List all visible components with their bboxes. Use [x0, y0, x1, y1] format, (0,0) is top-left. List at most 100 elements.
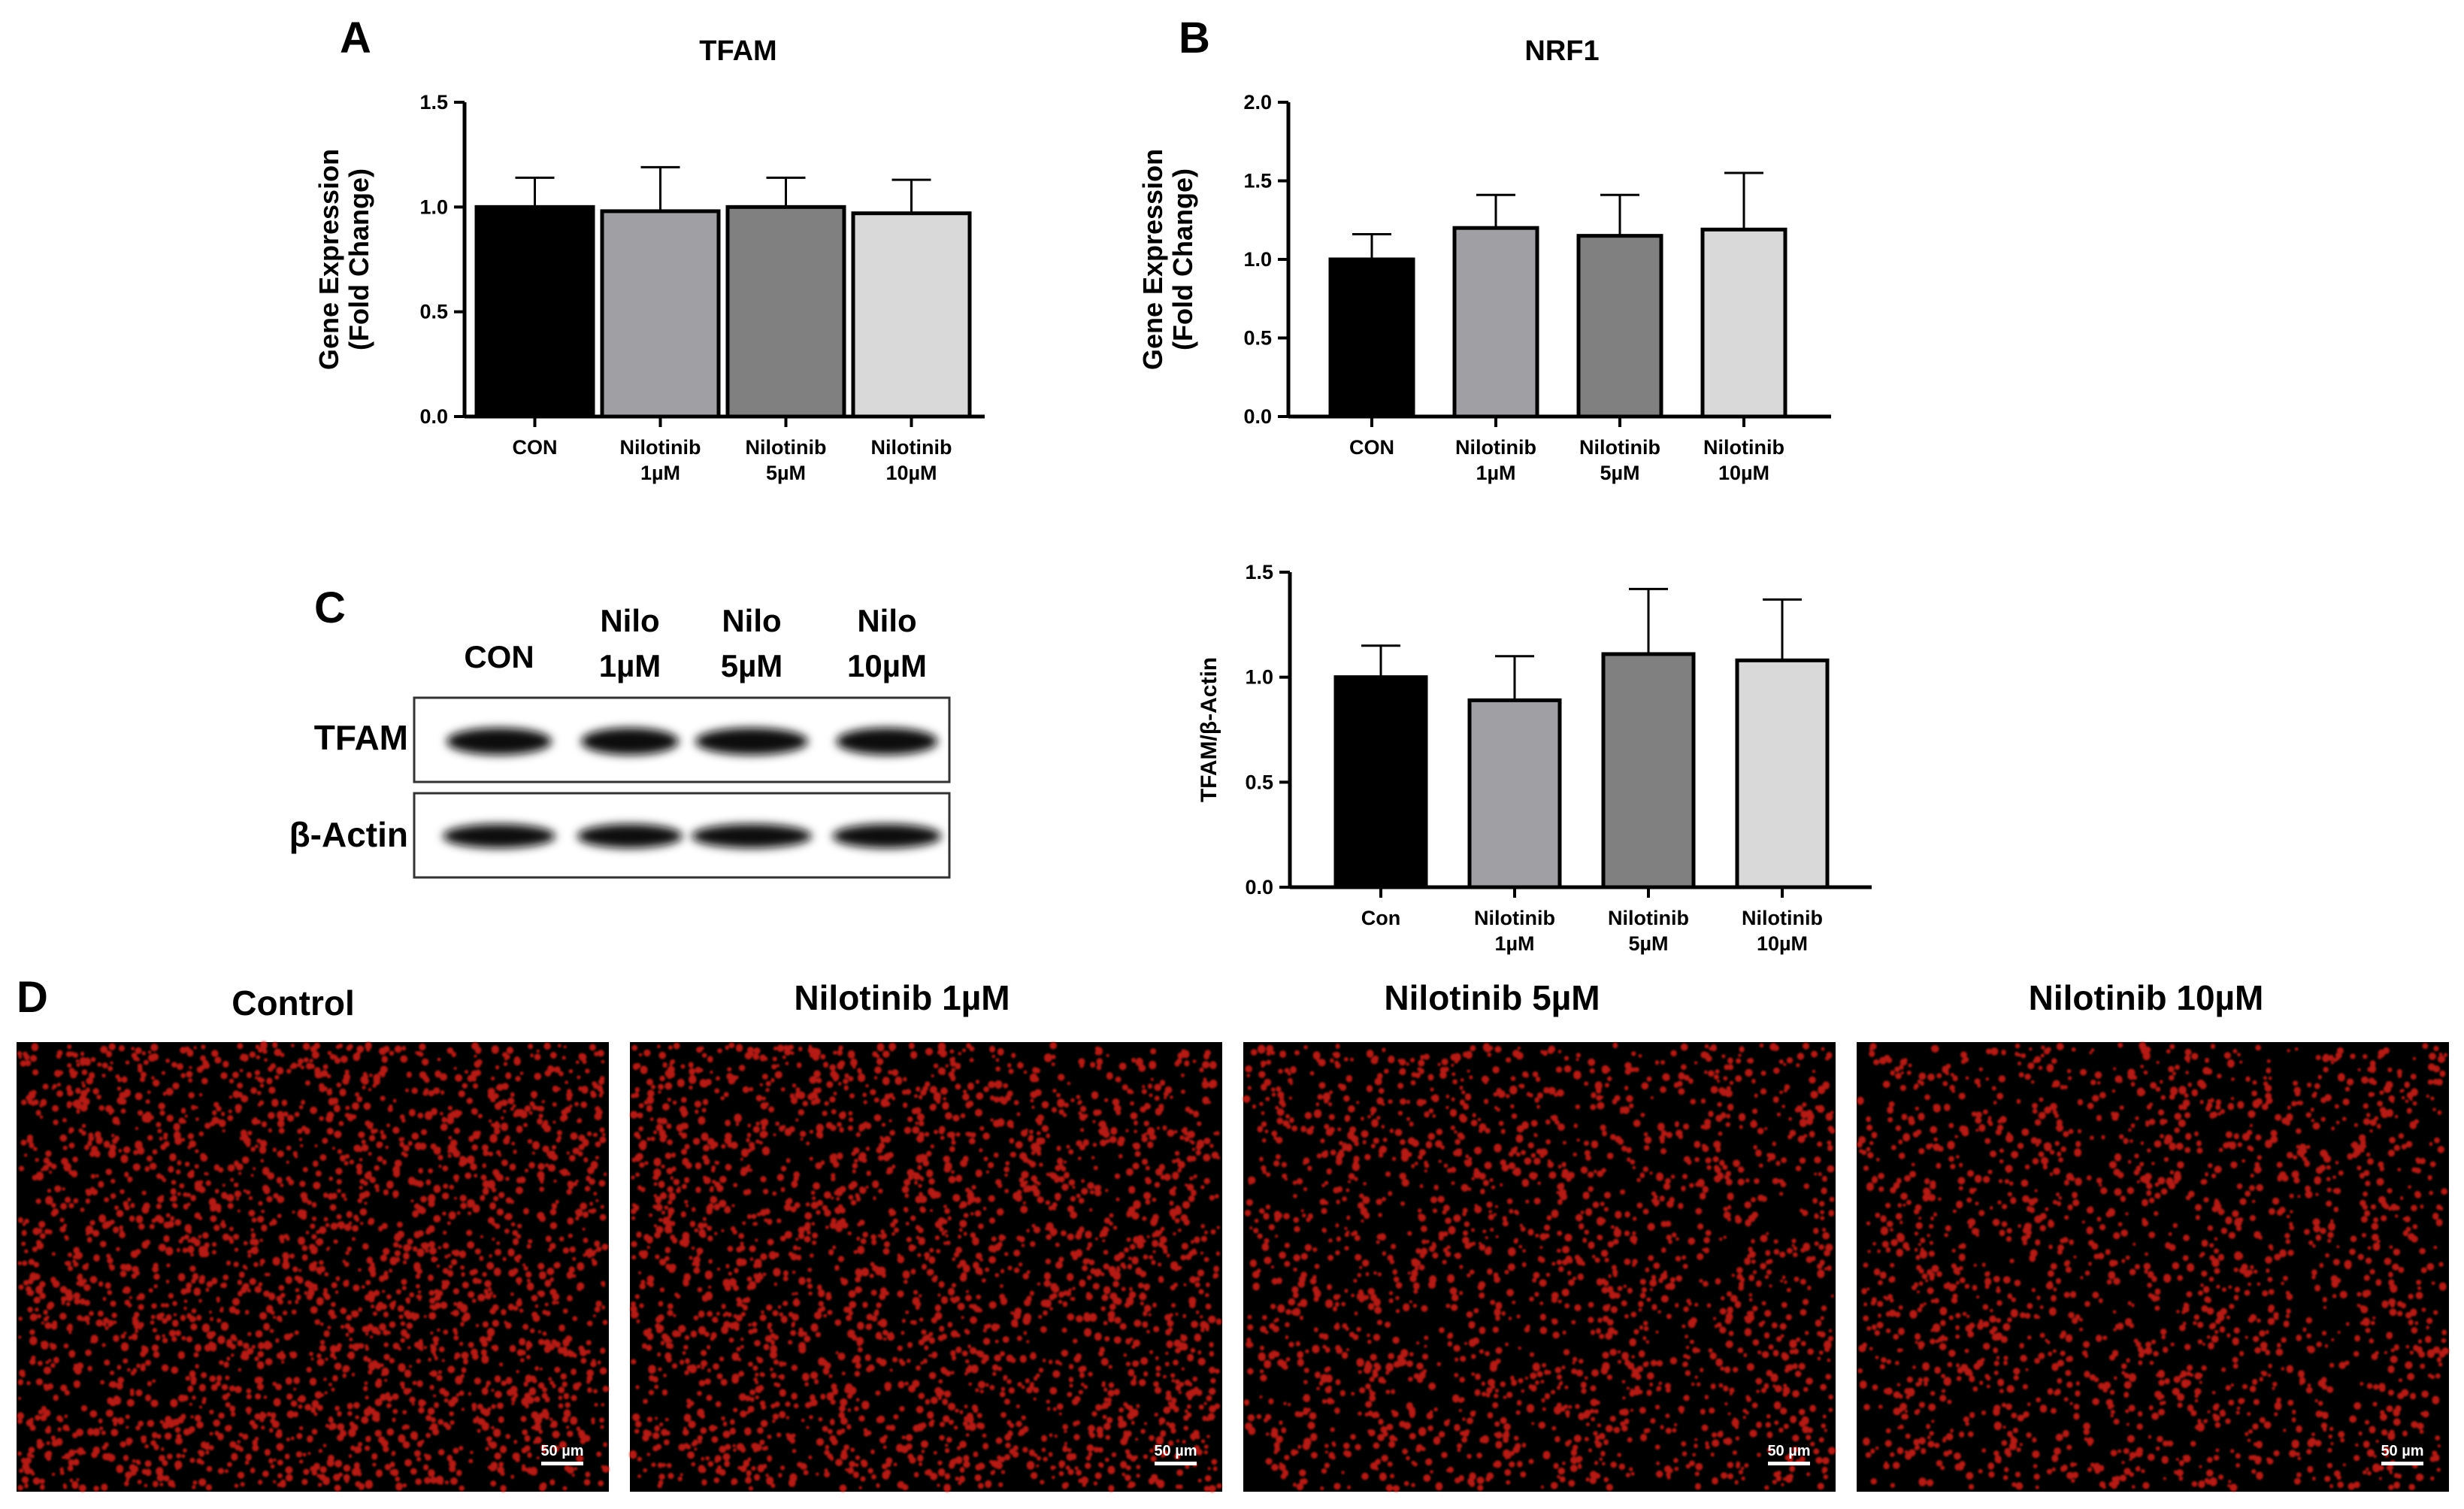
image-title: Nilotinib 10µM [2029, 978, 2264, 1017]
chart-title: NRF1 [1524, 35, 1599, 67]
category-label: Nilotinib [1742, 907, 1823, 929]
chart-nrf1-expression: NRF1 Gene Expression (Fold Change) 0.0 0.… [1137, 35, 1831, 484]
bar [1467, 698, 1562, 889]
cell-layer [629, 1041, 1222, 1492]
blot-row-label: β-Actin [289, 815, 408, 854]
category-label: 10µM [1757, 932, 1808, 955]
y-tick-label: 0.0 [419, 405, 448, 428]
western-blot: CON Nilo 1µM Nilo 5µM Nilo 10µM TFAM β-Actin [289, 603, 951, 879]
stained-cells [17, 1041, 610, 1492]
micrograph: 50 µm [1243, 1042, 1836, 1492]
category-label: Nilotinib [1474, 907, 1555, 929]
stained-cells [1243, 1042, 1836, 1492]
y-tick-label: 0.5 [419, 301, 448, 323]
micrograph: 50 µm [629, 1041, 1222, 1492]
panel-letter-a: A [340, 14, 371, 62]
category-label: 1µM [1494, 932, 1534, 955]
blot-band [443, 824, 555, 848]
category-label: 5µM [766, 462, 806, 484]
cell-layer [1243, 1042, 1836, 1492]
y-tick-label: 0.0 [1245, 876, 1273, 898]
micrograph: 50 µm [17, 1041, 610, 1492]
category-label: Nilotinib [746, 436, 827, 459]
scale-bar [541, 1462, 583, 1465]
panel-letter-b: B [1179, 14, 1210, 62]
stained-cells [1857, 1041, 2450, 1492]
y-axis-title-line-1: Gene Expression [1137, 149, 1168, 370]
y-axis-title: Gene Expression (Fold Change) [1137, 149, 1198, 370]
y-tick-label: 1.5 [1243, 170, 1272, 192]
scale-bar-label: 50 µm [2381, 1443, 2423, 1459]
blot-lane-label: 1µM [599, 648, 661, 683]
blot-row-label: TFAM [314, 718, 408, 757]
y-axis-title-line-1: TFAM/β-Actin [1197, 657, 1221, 802]
category-label: 5µM [1628, 932, 1668, 955]
category-label: Nilotinib [871, 436, 952, 459]
image-title: Nilotinib 5µM [1384, 978, 1600, 1017]
blot-lane-label: Nilo [722, 603, 781, 638]
y-axis-title-line-1: Gene Expression [313, 149, 344, 370]
blot-band [695, 728, 808, 755]
blot-band [577, 824, 683, 848]
category-label: Con [1361, 907, 1400, 929]
y-tick-label: 0.5 [1245, 771, 1273, 793]
category-label: 10µM [1718, 462, 1769, 484]
y-axis-title-line-2: (Fold Change) [344, 168, 374, 350]
y-axis-title: Gene Expression (Fold Change) [313, 149, 374, 370]
bar [474, 205, 595, 419]
bar [1328, 257, 1415, 419]
image-title: Control [232, 983, 355, 1023]
blot-band [581, 728, 679, 755]
blot-lane-label: 5µM [721, 648, 783, 683]
y-tick-label: 1.0 [1243, 248, 1272, 271]
category-label: Nilotinib [1703, 436, 1784, 459]
fluorescence-images: Control Nilotinib 1µM Nilotinib 5µM Nilotin… [17, 978, 2450, 1492]
y-tick-label: 1.5 [1245, 561, 1273, 583]
blot-lane-label: Nilo [857, 603, 916, 638]
category-label: 10µM [885, 462, 937, 484]
image-title: Nilotinib 1µM [794, 978, 1010, 1017]
scale-bar [1155, 1462, 1197, 1465]
bar [1333, 675, 1428, 889]
cell-layer [17, 1041, 610, 1492]
scale-bar [1768, 1462, 1810, 1465]
y-axis-title: TFAM/β-Actin [1197, 657, 1221, 802]
category-label: CON [513, 436, 558, 459]
y-tick-label: 1.0 [1245, 666, 1273, 689]
blot-lane-label: CON [464, 639, 534, 674]
y-axis-title-line-2: (Fold Change) [1167, 168, 1198, 350]
category-label: Nilotinib [620, 436, 701, 459]
bar [1735, 658, 1830, 889]
chart-tfam-actin-ratio: TFAM/β-Actin 0.0 0.5 1.0 1.5 Con Nilotinib 1µ… [1197, 561, 1872, 955]
micrograph: 50 µm [1857, 1041, 2450, 1492]
blot-band [832, 824, 942, 848]
panel-letter-d: D [17, 973, 48, 1022]
blot-lane-label: Nilo [600, 603, 659, 638]
bar [1452, 226, 1539, 419]
stained-cells [629, 1041, 1222, 1492]
category-label: Nilotinib [1608, 907, 1689, 929]
bar [600, 209, 721, 419]
y-tick-label: 0.5 [1243, 327, 1272, 350]
scale-bar-label: 50 µm [1154, 1443, 1197, 1459]
category-label: 1µM [640, 462, 680, 484]
category-label: Nilotinib [1579, 436, 1660, 459]
scale-bar-label: 50 µm [540, 1443, 583, 1459]
scale-bar [2381, 1462, 2423, 1465]
chart-title: TFAM [699, 35, 776, 67]
bar [1700, 227, 1787, 419]
category-label: CON [1349, 436, 1394, 459]
micrograph-background [1243, 1042, 1836, 1492]
cell-layer [1857, 1041, 2450, 1492]
chart-tfam-expression: TFAM Gene Expression (Fold Change) 0.0 0.… [313, 35, 985, 484]
blot-band [446, 728, 552, 755]
blot-band [836, 728, 938, 755]
blot-band [692, 824, 812, 848]
y-tick-label: 1.0 [419, 195, 448, 218]
category-label: Nilotinib [1455, 436, 1536, 459]
y-tick-label: 1.5 [419, 91, 448, 114]
y-tick-label: 0.0 [1243, 405, 1272, 428]
blot-lane-label: 10µM [847, 648, 927, 683]
category-label: 5µM [1600, 462, 1639, 484]
